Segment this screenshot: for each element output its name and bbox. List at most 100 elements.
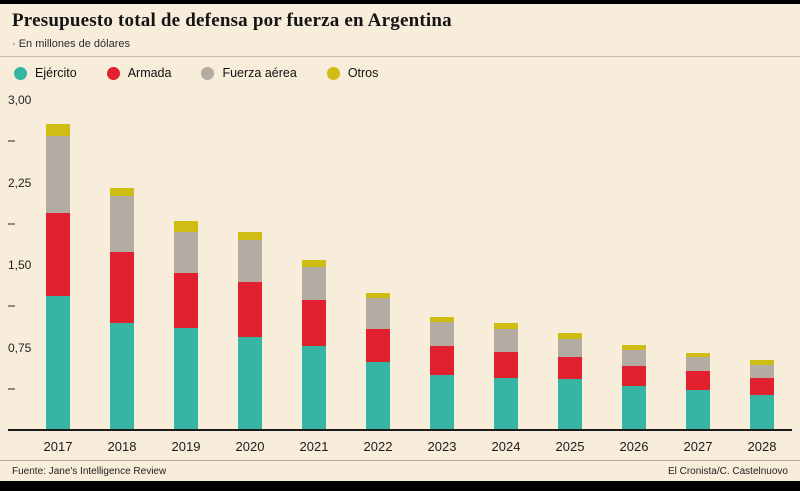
bar-segment-ej-rcito [46, 295, 70, 430]
legend-item-fuerza-a-rea: Fuerza aérea [201, 66, 297, 80]
header-divider [0, 56, 800, 57]
bar-segment-armada [494, 351, 518, 379]
bar-segment-armada [686, 370, 710, 391]
source-credit: Fuente: Jane's Intelligence Review [12, 466, 167, 477]
y-tick-label: 3,00 [8, 93, 32, 107]
page-subtitle: · En millones de dólares [12, 38, 131, 50]
bar-segment-otros [366, 292, 390, 299]
legend-label: Otros [347, 66, 379, 80]
y-minor-tick [8, 388, 15, 390]
bar-segment-ej-rcito [494, 378, 518, 430]
stacked-bar-2022 [366, 292, 390, 430]
bar-segment-ej-rcito [238, 336, 262, 430]
bar-segment-otros [686, 353, 710, 358]
legend-swatch-icon [201, 66, 215, 80]
legend: Ejército Armada Fuerza aérea Otros [14, 66, 788, 80]
x-tick-label: 2026 [619, 439, 649, 454]
bar-segment-otros [622, 345, 646, 350]
bar-segment-otros [302, 259, 326, 268]
legend-label: Ejército [35, 66, 77, 80]
y-tick-label: 2,25 [8, 176, 32, 190]
x-tick-label: 2025 [555, 439, 585, 454]
bar-segment-armada [558, 357, 582, 380]
bar-segment-fuerza-a-rea [558, 338, 582, 358]
bar-segment-armada [366, 328, 390, 362]
y-tick-label: 1,50 [8, 258, 32, 272]
x-tick-label: 2027 [683, 439, 713, 454]
bar-segment-otros [430, 316, 454, 323]
bar-segment-ej-rcito [302, 346, 326, 430]
bar-segment-otros [174, 221, 198, 233]
page-title: Presupuesto total de defensa por fuerza … [12, 10, 452, 31]
bar-segment-otros [46, 124, 70, 137]
bar-segment-armada [174, 272, 198, 328]
bar-segment-fuerza-a-rea [366, 298, 390, 329]
y-minor-tick [8, 140, 15, 142]
bar-segment-fuerza-a-rea [622, 349, 646, 367]
stacked-bar-2023 [430, 316, 454, 430]
bar-segment-armada [430, 346, 454, 375]
x-tick-label: 2019 [171, 439, 201, 454]
bar-segment-armada [302, 300, 326, 347]
legend-swatch-icon [106, 66, 120, 80]
x-tick-label: 2023 [427, 439, 457, 454]
stacked-bar-2024 [494, 323, 518, 430]
bar-segment-fuerza-a-rea [686, 357, 710, 371]
bar-segment-fuerza-a-rea [174, 232, 198, 273]
bar-segment-otros [238, 232, 262, 240]
bar-segment-otros [494, 323, 518, 329]
stacked-bar-2018 [110, 188, 134, 430]
x-tick-label: 2028 [747, 439, 777, 454]
legend-label: Armada [127, 66, 172, 80]
x-axis-line [8, 429, 792, 431]
bottom-border-bar [0, 481, 800, 491]
bar-segment-otros [558, 333, 582, 339]
legend-swatch-icon [326, 66, 340, 80]
bar-segment-armada [750, 378, 774, 395]
bar-segment-ej-rcito [750, 394, 774, 430]
x-tick-label: 2024 [491, 439, 521, 454]
bar-segment-ej-rcito [174, 327, 198, 430]
bar-segment-armada [238, 281, 262, 337]
bar-segment-ej-rcito [366, 361, 390, 430]
top-border-bar [0, 0, 800, 4]
legend-label: Fuerza aérea [222, 66, 297, 80]
bar-segment-otros [110, 188, 134, 196]
author-credit: El Cronista/C. Castelnuovo [667, 466, 788, 477]
legend-item-otros: Otros [326, 66, 379, 80]
bar-segment-fuerza-a-rea [494, 328, 518, 352]
x-tick-label: 2017 [43, 439, 73, 454]
bar-segment-armada [46, 213, 70, 296]
legend-item-ej-rcito: Ejército [14, 66, 77, 80]
bar-segment-otros [750, 359, 774, 366]
x-tick-label: 2018 [107, 439, 137, 454]
stacked-bar-2020 [238, 232, 262, 430]
stacked-bar-2028 [750, 359, 774, 430]
x-tick-label: 2020 [235, 439, 265, 454]
bar-segment-ej-rcito [558, 379, 582, 430]
legend-swatch-icon [14, 66, 27, 80]
bar-segment-fuerza-a-rea [238, 239, 262, 282]
plot-area [46, 100, 774, 430]
bar-segment-armada [110, 251, 134, 324]
x-tick-label: 2022 [363, 439, 393, 454]
bar-segment-fuerza-a-rea [110, 195, 134, 252]
bar-segment-ej-rcito [622, 386, 646, 430]
x-axis-labels: 2017 2018 2019 2020 2021 2022 2023 2024 2025 2026… [43, 439, 777, 454]
stacked-bar-2026 [622, 345, 646, 430]
bar-segment-fuerza-a-rea [46, 136, 70, 214]
y-tick-label: 0,75 [8, 341, 32, 355]
footer-divider [0, 460, 800, 461]
chart: 3,00 2,25 1,50 0,75 2017 2018 2019 2020 2021 202… [0, 93, 800, 456]
bar-segment-fuerza-a-rea [430, 322, 454, 347]
header: Presupuesto total de defensa por fuerza … [12, 10, 788, 50]
bar-segment-armada [622, 366, 646, 386]
y-minor-tick [8, 223, 15, 225]
x-tick-label: 2021 [299, 439, 329, 454]
footer: Fuente: Jane's Intelligence Review El Cr… [12, 466, 788, 477]
bar-segment-ej-rcito [686, 390, 710, 430]
stacked-bar-2019 [174, 221, 198, 430]
stacked-bar-2021 [302, 259, 326, 430]
bar-segment-fuerza-a-rea [750, 365, 774, 379]
